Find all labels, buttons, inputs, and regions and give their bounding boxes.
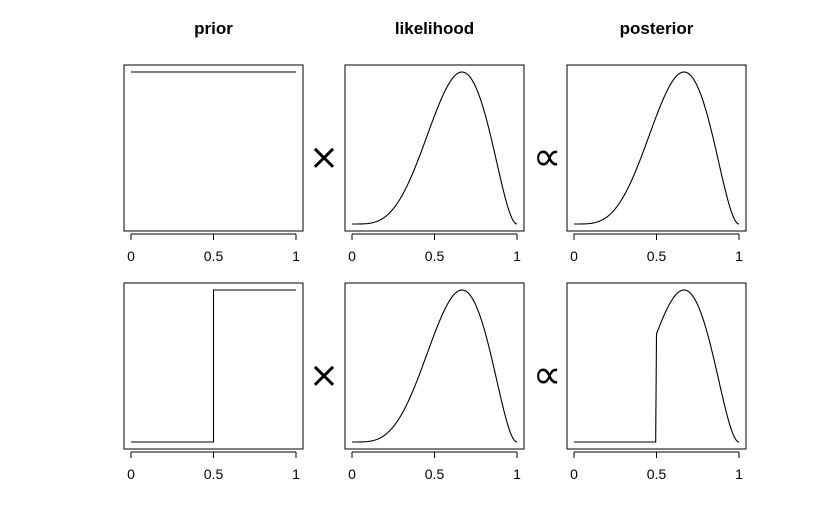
series-line xyxy=(131,289,296,443)
x-tick-label: 1 xyxy=(735,466,743,482)
series-line xyxy=(352,289,518,443)
times-symbol: × xyxy=(309,137,339,178)
panel-frame xyxy=(566,64,747,232)
x-tick-label: 0.5 xyxy=(204,466,224,482)
series-line xyxy=(574,71,740,225)
x-tick-label: 1 xyxy=(513,466,521,482)
times-symbol: × xyxy=(309,355,339,396)
x-tick-label: 0 xyxy=(348,248,356,264)
panel-title: likelihood xyxy=(395,19,474,38)
series-line xyxy=(574,289,740,443)
panel-1-2: likelihood 0 0.5 1 xyxy=(344,19,525,264)
panel-frame xyxy=(123,282,304,450)
proportional-to-symbol: ∝ xyxy=(533,134,562,180)
proportional-to-symbol: ∝ xyxy=(533,352,562,398)
panel-frame xyxy=(123,64,304,232)
panel-2-1: 0 0.5 1 xyxy=(123,282,304,482)
panel-frame xyxy=(566,282,747,450)
x-tick-label: 0 xyxy=(348,466,356,482)
x-tick-label: 1 xyxy=(513,248,521,264)
panel-title: posterior xyxy=(620,19,694,38)
panel-frame xyxy=(344,64,525,232)
series-line xyxy=(352,71,518,225)
x-tick-label: 0 xyxy=(127,248,135,264)
panel-2-2: 0 0.5 1 xyxy=(344,282,525,482)
x-tick-label: 0.5 xyxy=(425,248,445,264)
panel-frame xyxy=(344,282,525,450)
x-tick-label: 0.5 xyxy=(204,248,224,264)
x-tick-label: 1 xyxy=(292,248,300,264)
x-tick-label: 0.5 xyxy=(425,466,445,482)
x-tick-label: 0.5 xyxy=(647,466,667,482)
panel-1-1: prior 0 0.5 1 xyxy=(123,19,304,264)
x-tick-label: 1 xyxy=(292,466,300,482)
x-tick-label: 0 xyxy=(570,248,578,264)
panel-2-3: 0 0.5 1 xyxy=(566,282,747,482)
panel-title: prior xyxy=(194,19,233,38)
x-tick-label: 0.5 xyxy=(647,248,667,264)
panel-1-3: posterior 0 0.5 1 xyxy=(566,19,747,264)
x-tick-label: 0 xyxy=(570,466,578,482)
x-tick-label: 0 xyxy=(127,466,135,482)
x-tick-label: 1 xyxy=(735,248,743,264)
